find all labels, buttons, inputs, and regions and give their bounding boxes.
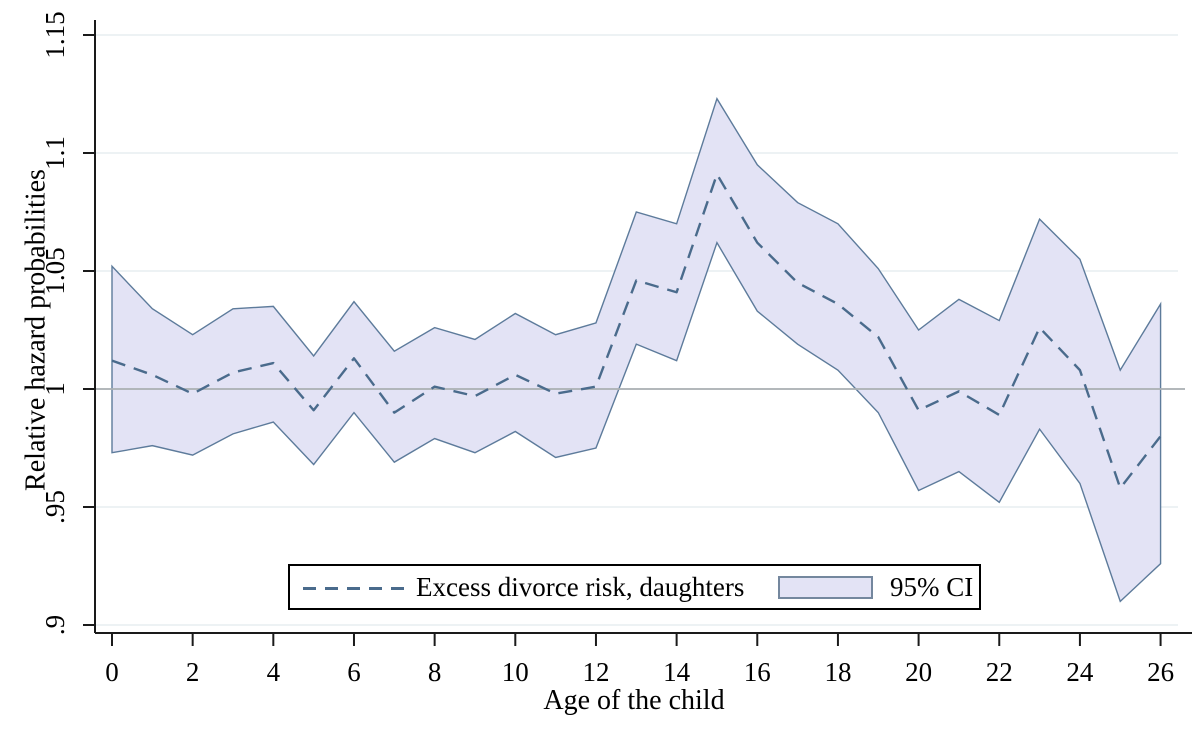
legend-ci-swatch <box>778 576 873 599</box>
x-tick-label: 18 <box>824 657 851 687</box>
x-tick-label: 6 <box>347 657 361 687</box>
x-tick-label: 26 <box>1147 657 1174 687</box>
x-tick-label: 14 <box>663 657 691 687</box>
y-axis-title: Relative hazard probabilities <box>20 169 51 491</box>
y-axis-ticks: .9 .95 1 1.05 1.1 1.15 <box>40 11 95 635</box>
x-axis-title: Age of the child <box>543 685 724 716</box>
x-tick-label: 0 <box>105 657 119 687</box>
legend-box: Excess divorce risk, daughters 95% CI <box>288 564 981 610</box>
x-tick-label: 22 <box>986 657 1013 687</box>
y-tick-label: .95 <box>40 490 70 524</box>
x-tick-label: 10 <box>502 657 529 687</box>
y-tick-label: 1 <box>40 382 70 396</box>
x-tick-label: 12 <box>582 657 609 687</box>
x-tick-label: 24 <box>1066 657 1094 687</box>
ci-band <box>111 97 1162 603</box>
x-axis-ticks: 0 2 4 6 8 10 12 14 16 18 20 22 24 26 <box>105 633 1174 687</box>
x-tick-label: 16 <box>744 657 771 687</box>
series-dashed-line <box>111 173 1162 490</box>
y-tick-label: .9 <box>40 615 70 635</box>
legend-ci-label: 95% CI <box>890 572 974 602</box>
x-tick-label: 2 <box>186 657 200 687</box>
y-tick-label: 1.1 <box>40 136 70 170</box>
x-tick-label: 4 <box>267 657 281 687</box>
axes <box>94 20 1192 634</box>
legend-series-label: Excess divorce risk, daughters <box>416 572 745 602</box>
legend-dashed-line-sample <box>303 587 404 590</box>
y-tick-label: 1.15 <box>40 11 70 58</box>
x-tick-label: 8 <box>428 657 442 687</box>
x-tick-label: 20 <box>905 657 932 687</box>
y-tick-label: 1.05 <box>40 247 70 294</box>
